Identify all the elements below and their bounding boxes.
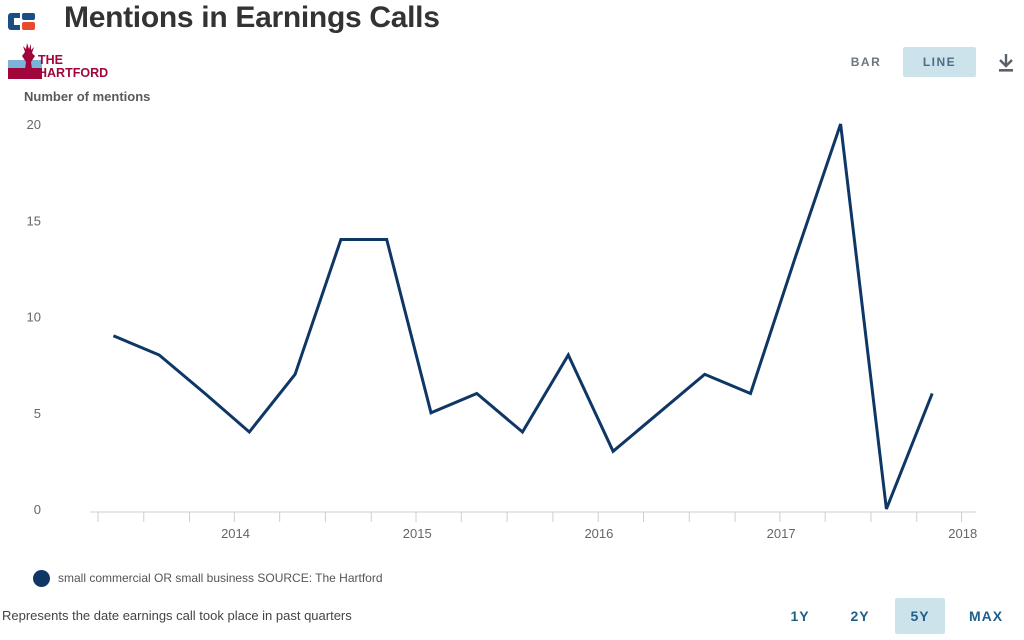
x-tick-label: 2016: [584, 526, 613, 541]
bar-view-button[interactable]: BAR: [850, 55, 882, 69]
data-point[interactable]: [562, 349, 574, 361]
data-point[interactable]: [107, 330, 119, 342]
range-2y-button[interactable]: 2Y: [850, 608, 870, 624]
data-point[interactable]: [607, 445, 619, 457]
y-tick-label: 10: [27, 310, 41, 325]
data-point[interactable]: [153, 349, 165, 361]
x-tick-label: 2015: [403, 526, 432, 541]
data-point[interactable]: [517, 426, 529, 438]
y-tick-label: 15: [27, 213, 41, 228]
line-chart: 0 5 10 15 20 2014 2015 2016 2017 2018: [27, 117, 978, 541]
range-1y-button[interactable]: 1Y: [790, 608, 810, 624]
y-axis-label: Number of mentions: [24, 89, 151, 104]
x-tick-label: 2018: [948, 526, 977, 541]
line-view-button[interactable]: LINE: [903, 47, 976, 77]
range-max-button[interactable]: MAX: [968, 608, 1004, 624]
y-tick-label: 5: [34, 406, 41, 421]
legend-series-marker: [33, 570, 50, 587]
data-point[interactable]: [789, 253, 801, 265]
data-point[interactable]: [381, 234, 393, 246]
data-point[interactable]: [699, 368, 711, 380]
x-tick-label: 2014: [221, 526, 250, 541]
cb-logo-icon: [8, 9, 38, 34]
data-point[interactable]: [835, 118, 847, 130]
data-point[interactable]: [335, 234, 347, 246]
data-point[interactable]: [745, 388, 757, 400]
hartford-logo-text: THE HARTFORD: [38, 53, 109, 80]
series-line[interactable]: [112, 123, 934, 510]
data-point[interactable]: [926, 388, 938, 400]
data-point[interactable]: [880, 503, 892, 515]
data-point[interactable]: [199, 388, 211, 400]
page-title: Mentions in Earnings Calls: [64, 1, 440, 34]
data-point[interactable]: [289, 368, 301, 380]
data-point[interactable]: [425, 407, 437, 419]
x-tick-label: 2017: [767, 526, 796, 541]
data-point[interactable]: [653, 407, 665, 419]
download-icon[interactable]: [997, 53, 1015, 73]
legend-label: small commercial OR small business SOURC…: [58, 571, 383, 585]
data-point[interactable]: [471, 388, 483, 400]
y-tick-label: 0: [34, 502, 41, 517]
hartford-stag-icon: [8, 43, 42, 79]
range-5y-button[interactable]: 5Y: [895, 598, 945, 634]
y-tick-label: 20: [27, 117, 41, 132]
data-point[interactable]: [243, 426, 255, 438]
hartford-logo: THE HARTFORD: [8, 40, 118, 80]
chart-footnote: Represents the date earnings call took p…: [2, 608, 352, 623]
